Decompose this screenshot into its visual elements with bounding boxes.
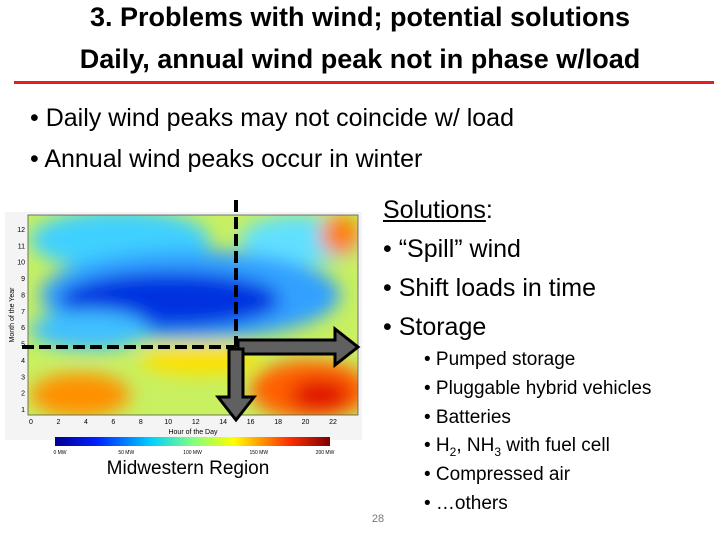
y-tick-label: 6 xyxy=(21,325,25,332)
plot-frame xyxy=(27,214,359,416)
solution-item: • Shift loads in time xyxy=(383,274,597,302)
colorbar xyxy=(55,437,330,446)
arrow-down xyxy=(214,347,258,423)
bullet: • Daily wind peaks may not coincide w/ l… xyxy=(30,104,514,132)
heatmap xyxy=(28,215,358,415)
x-axis-label: Hour of the Day xyxy=(168,429,218,436)
y-tick-label: 10 xyxy=(17,260,25,267)
x-tick-label: 14 xyxy=(219,419,227,426)
x-tick-label: 10 xyxy=(164,419,172,426)
arrow-right xyxy=(236,325,361,369)
heading-colon: : xyxy=(485,196,493,224)
sub-item: • Pumped storage xyxy=(424,349,576,370)
x-tick-label: 22 xyxy=(329,419,337,426)
sub-item: • …others xyxy=(424,493,508,514)
colorbar-label: 150 MW xyxy=(249,450,268,456)
x-tick-label: 6 xyxy=(111,419,115,426)
x-tick-label: 12 xyxy=(192,419,200,426)
solution-item: • Storage xyxy=(383,313,487,341)
x-tick-label: 0 xyxy=(29,419,33,426)
y-tick-label: 8 xyxy=(21,292,25,299)
y-tick-label: 7 xyxy=(21,309,25,316)
y-tick-label: 11 xyxy=(18,243,25,250)
text: , NH xyxy=(456,435,495,456)
figure-caption: Midwestern Region xyxy=(107,458,270,479)
heading-text: Solutions xyxy=(383,196,486,224)
y-tick-label: 12 xyxy=(17,227,25,234)
bullet: • Annual wind peaks occur in winter xyxy=(30,145,423,173)
y-tick-label: 4 xyxy=(21,358,25,365)
colorbar-label: 0 MW xyxy=(53,450,66,456)
colorbar-label: 200 MW xyxy=(316,450,335,456)
x-tick-label: 8 xyxy=(139,419,143,426)
sub-item: • Batteries xyxy=(424,407,511,428)
title-rule xyxy=(14,81,714,84)
x-tick-label: 2 xyxy=(57,419,61,426)
y-tick-label: 3 xyxy=(21,374,25,381)
page-number: 28 xyxy=(372,513,384,525)
x-tick-label: 4 xyxy=(84,419,88,426)
y-tick-label: 5 xyxy=(21,342,25,349)
y-tick-label: 9 xyxy=(21,276,25,283)
sub-item: • Compressed air xyxy=(424,464,571,485)
text: • H xyxy=(424,435,450,456)
subscript: 3 xyxy=(494,444,502,459)
solution-item: • “Spill” wind xyxy=(383,235,521,263)
sub-item: • Pluggable hybrid vehicles xyxy=(424,378,652,399)
sub-item: • H2, NH3 with fuel cell xyxy=(424,435,610,459)
text: with fuel cell xyxy=(501,435,610,456)
y-axis-label: Month of the Year xyxy=(9,287,16,343)
y-tick-label: 1 xyxy=(21,407,25,414)
x-tick-label: 16 xyxy=(247,419,255,426)
x-tick-label: 18 xyxy=(274,419,282,426)
colorbar-label: 50 MW xyxy=(118,450,134,456)
solutions-heading: Solutions: xyxy=(383,196,493,225)
title: Daily, annual wind peak not in phase w/l… xyxy=(79,44,641,74)
y-tick-label: 2 xyxy=(21,391,25,398)
subscript: 2 xyxy=(449,444,457,459)
colorbar-label: 100 MW xyxy=(183,450,202,456)
x-tick-label: 20 xyxy=(302,419,310,426)
title: 3. Problems with wind; potential solutio… xyxy=(89,2,631,32)
